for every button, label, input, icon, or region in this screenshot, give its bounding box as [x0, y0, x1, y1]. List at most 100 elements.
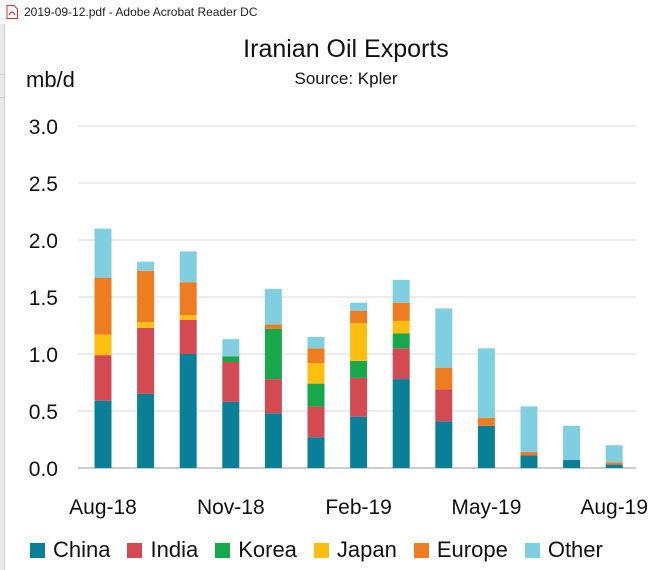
bar-segment-other — [392, 279, 410, 303]
chart-subtitle: Source: Kpler — [294, 69, 398, 88]
pdf-file-icon — [6, 5, 18, 19]
bar-segment-china — [137, 393, 155, 468]
legend-swatch — [313, 542, 329, 558]
y-axis-ticks: 0.0 0.5 1.0 1.5 2.0 2.5 3.0 — [29, 116, 58, 481]
bar-segment-europe — [350, 310, 368, 324]
bar-segment-other — [264, 289, 282, 325]
bar-segment-japan — [137, 322, 155, 328]
bar-segment-europe — [137, 270, 155, 323]
bar-segment-other — [179, 251, 197, 283]
x-tick-label: May-19 — [451, 496, 521, 519]
legend-item-korea: Korea — [215, 537, 297, 563]
bar-segment-japan — [392, 320, 410, 334]
x-tick-label: Aug-18 — [69, 496, 137, 519]
bar-segment-other — [605, 445, 623, 463]
bar-stacks — [94, 228, 623, 468]
bar-segment-europe — [392, 302, 410, 321]
bar-segment-korea — [350, 360, 368, 378]
y-tick-label: 0.5 — [29, 401, 58, 424]
bar-segment-other — [520, 406, 538, 453]
bar-segment-india — [350, 377, 368, 417]
bar-segment-india — [222, 361, 240, 402]
x-axis-ticks: Aug-18 Nov-18 Feb-19 May-19 Aug-19 — [69, 496, 648, 519]
bar-segment-india — [307, 406, 325, 438]
legend-label: India — [150, 537, 199, 562]
bar-segment-europe — [605, 462, 623, 465]
legend-item-europe: Europe — [413, 537, 508, 563]
bar-segment-europe — [520, 452, 538, 456]
legend-label: Europe — [436, 537, 508, 562]
legend-item-india: India — [127, 537, 198, 563]
chart-legend: China India Korea Japan Europe Other — [30, 537, 620, 563]
bar-segment-europe — [94, 277, 112, 335]
y-tick-label: 2.5 — [29, 173, 58, 196]
window-title: 2019-09-12.pdf - Adobe Acrobat Reader DC — [24, 5, 258, 19]
bar-segment-other — [94, 228, 112, 278]
bar-segment-india — [435, 389, 453, 422]
legend-swatch — [30, 542, 45, 558]
bar-segment-korea — [264, 328, 282, 380]
bar-segment-europe — [435, 367, 453, 390]
bar-segment-india — [94, 355, 112, 401]
bar-segment-china — [179, 354, 197, 468]
bar-segment-europe — [307, 348, 325, 364]
bar-segment-india — [392, 348, 410, 380]
legend-label: China — [53, 537, 111, 562]
bar-segment-other — [137, 261, 155, 271]
pane-handle[interactable] — [0, 74, 4, 98]
bar-segment-china — [435, 421, 453, 468]
bar-segment-korea — [222, 356, 240, 362]
bar-segment-china — [477, 425, 495, 468]
bar-segment-japan — [94, 334, 112, 356]
legend-label: Other — [547, 537, 603, 562]
bar-segment-other — [563, 425, 581, 461]
bar-segment-china — [350, 416, 368, 468]
bar-segment-other — [307, 336, 325, 349]
legend-item-china: China — [30, 537, 110, 563]
bar-chart: 0.0 0.5 1.0 1.5 2.0 2.5 3.0 Aug-18 Nov-18 Feb-19… — [29, 116, 648, 519]
legend-swatch — [524, 542, 540, 558]
bar-segment-china — [94, 400, 112, 468]
bar-segment-china — [222, 401, 240, 468]
y-tick-label: 0.0 — [29, 458, 58, 481]
y-tick-label: 2.0 — [29, 230, 58, 253]
bar-segment-india — [264, 379, 282, 414]
legend-swatch — [413, 542, 429, 558]
bar-segment-china — [605, 464, 623, 468]
legend-label: Japan — [336, 537, 397, 562]
bar-segment-other — [222, 339, 240, 357]
y-tick-label: 3.0 — [29, 116, 58, 139]
bar-segment-korea — [392, 333, 410, 349]
bar-segment-japan — [179, 315, 197, 320]
y-tick-label: 1.0 — [29, 344, 58, 367]
x-tick-label: Aug-19 — [580, 496, 648, 519]
bar-segment-china — [563, 460, 581, 468]
legend-item-japan: Japan — [313, 537, 397, 563]
bar-segment-china — [307, 437, 325, 468]
bar-segment-other — [435, 308, 453, 368]
bar-segment-europe — [477, 417, 495, 426]
bar-segment-japan — [350, 323, 368, 361]
legend-item-other: Other — [524, 537, 603, 563]
bar-segment-korea — [307, 383, 325, 407]
bar-segment-europe — [264, 324, 282, 329]
x-tick-label: Nov-18 — [197, 496, 265, 519]
pdf-page: Iranian Oil Exports Source: Kpler mb/d 0… — [6, 24, 666, 570]
bar-segment-china — [520, 455, 538, 468]
y-tick-label: 1.5 — [29, 287, 58, 310]
bar-segment-other — [477, 348, 495, 418]
legend-swatch — [127, 542, 143, 558]
bar-segment-china — [392, 379, 410, 468]
chart-title: Iranian Oil Exports — [243, 35, 449, 63]
bar-segment-china — [264, 413, 282, 468]
legend-label: Korea — [238, 537, 297, 562]
bar-segment-india — [179, 319, 197, 354]
window-titlebar: 2019-09-12.pdf - Adobe Acrobat Reader DC — [0, 0, 666, 24]
bar-segment-india — [137, 327, 155, 394]
bar-segment-other — [350, 302, 368, 311]
bar-segment-japan — [307, 363, 325, 384]
bar-segment-europe — [179, 282, 197, 316]
x-tick-label: Feb-19 — [325, 496, 392, 519]
navigation-pane-edge[interactable] — [0, 24, 5, 570]
legend-swatch — [215, 542, 231, 558]
